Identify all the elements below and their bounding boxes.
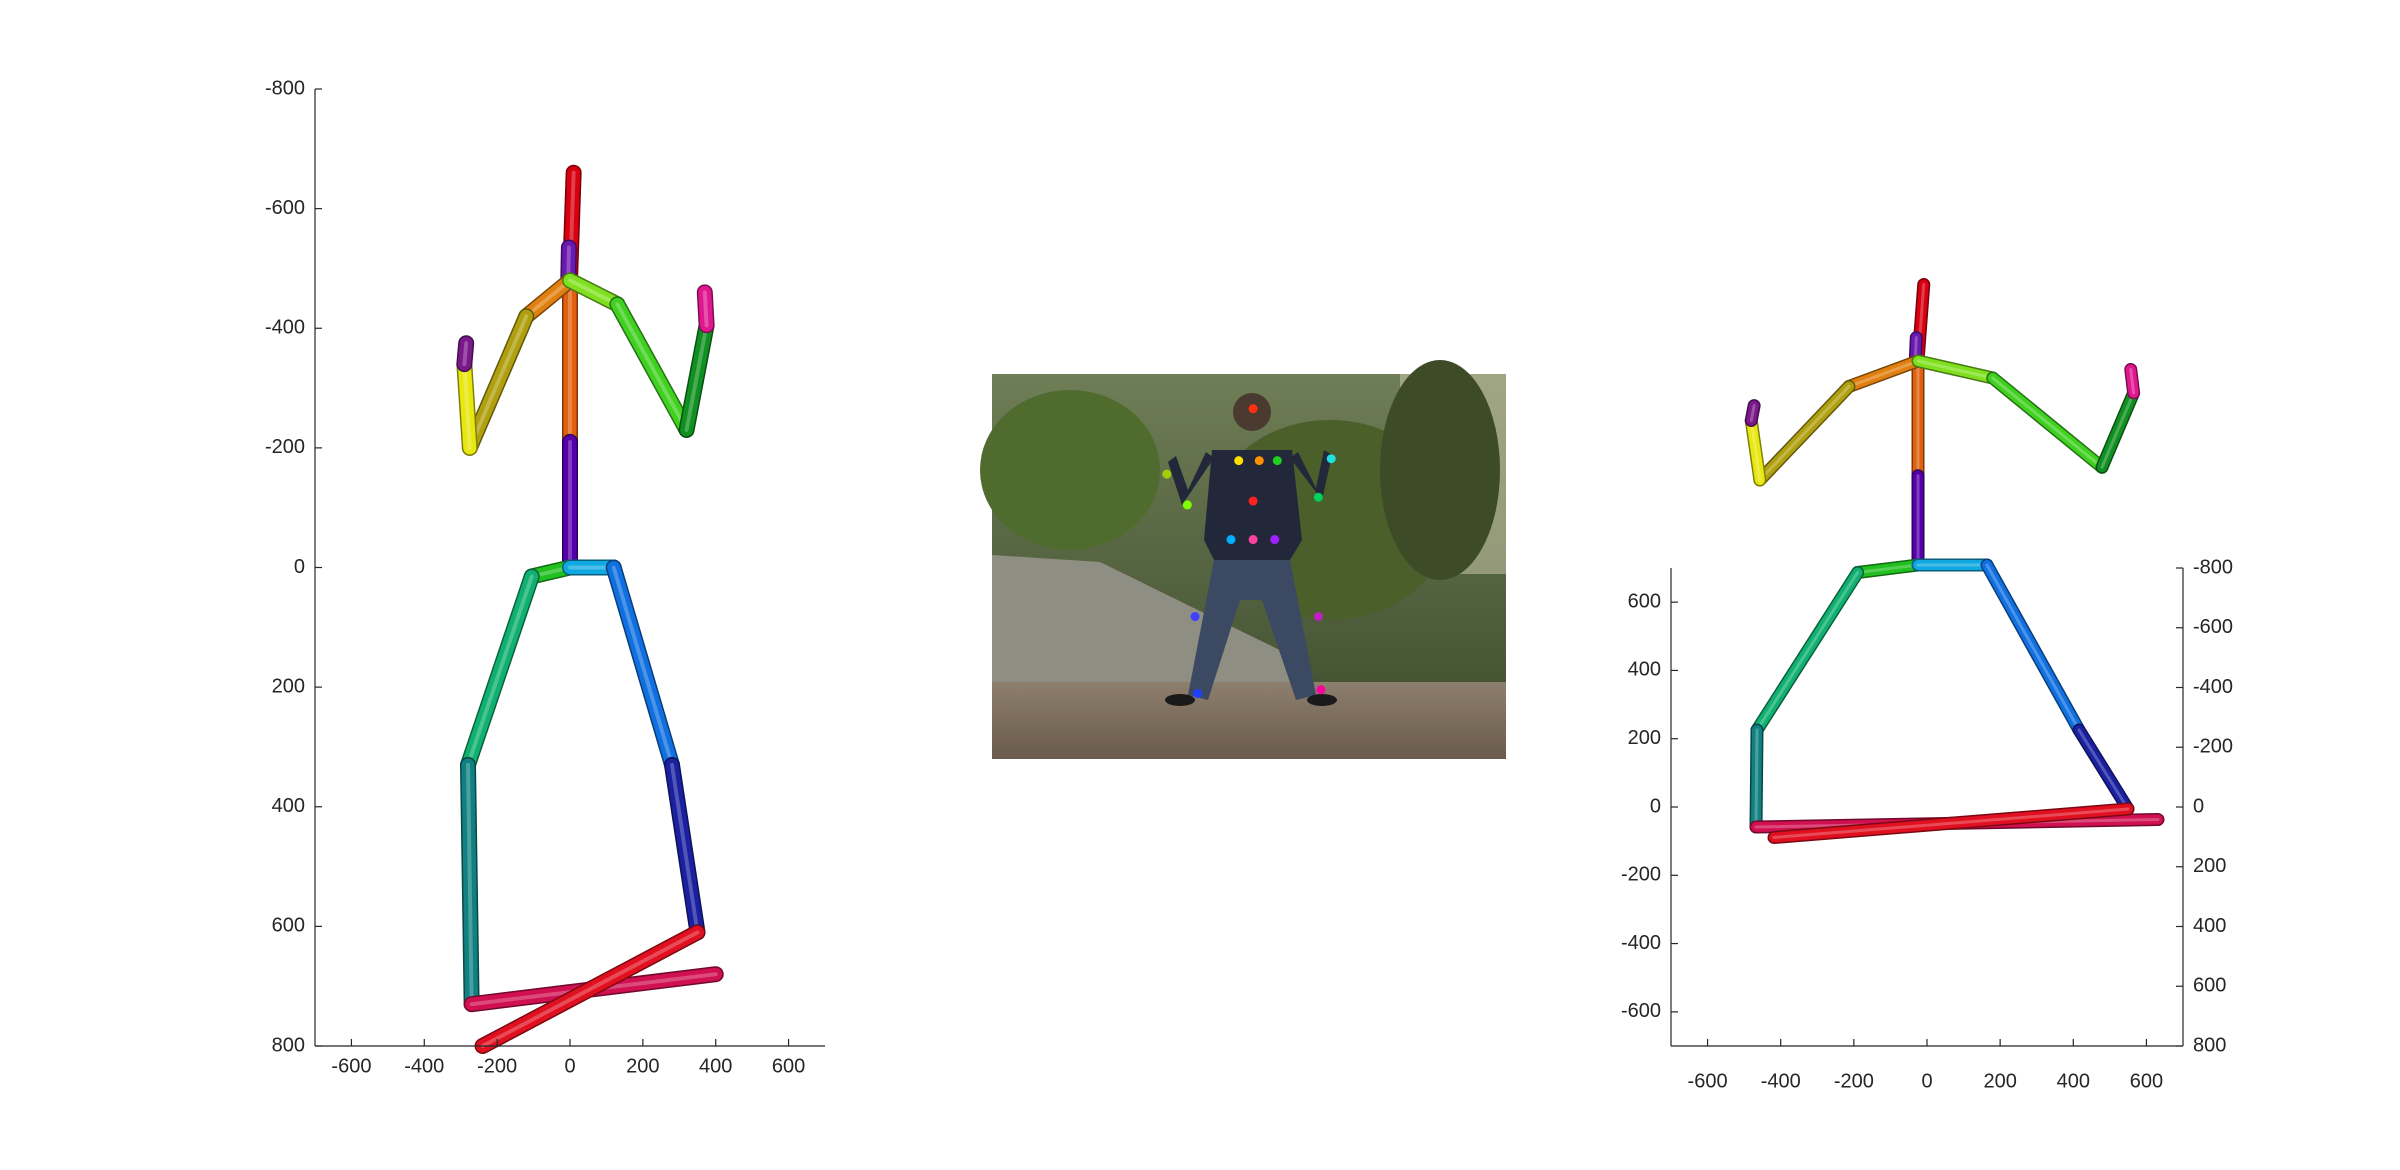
- bone-right-upper-arm: [1753, 380, 1856, 487]
- x-tick-label: 600: [2130, 1070, 2163, 1092]
- z-tick-label: 600: [2193, 975, 2226, 997]
- keypoint: [1182, 500, 1192, 510]
- y-tick-label: -200: [1621, 864, 1661, 886]
- keypoint: [1193, 689, 1203, 699]
- bone-right-thigh: [460, 568, 540, 773]
- z-tick-label: 0: [2193, 795, 2204, 817]
- y-tick-label: 0: [1650, 795, 1661, 817]
- bone-right-thigh: [1750, 566, 1865, 737]
- keypoint: [1248, 535, 1258, 545]
- keypoint: [1254, 456, 1264, 466]
- photo-foliage: [980, 390, 1160, 550]
- bone-left-shoulder: [562, 272, 626, 313]
- keypoint: [1313, 612, 1323, 622]
- bone-left-thigh: [605, 559, 680, 773]
- bone-left-hand: [696, 284, 715, 334]
- y-axis-ticks: -800 -600 -400 -200 0 200 400 600 800: [265, 77, 322, 1056]
- oblique-skeleton: [1744, 278, 2165, 844]
- z-axis-ticks: -800 -600 -400 -200 0 200 400 600 800: [2176, 556, 2233, 1056]
- bone-right-shoulder: [1842, 354, 1925, 393]
- bone-right-shoulder: [518, 272, 578, 325]
- x-tick-label: 200: [1983, 1070, 2016, 1092]
- bone-left-thigh: [1980, 558, 2086, 737]
- bone-left-upper-arm: [1986, 371, 2109, 474]
- y-tick-label: 200: [272, 675, 305, 697]
- bone-left-shoulder: [1911, 354, 2000, 385]
- keypoint: [1316, 685, 1326, 695]
- bone-left-upper-arm: [609, 296, 695, 438]
- y-tick-label: 800: [272, 1034, 305, 1056]
- bone-right-forearm: [456, 356, 478, 456]
- front-view-axes: -600 -400 -200 0 200 400 600 -800 -600 -400 -200 0…: [265, 77, 825, 1077]
- y-tick-label: -800: [265, 77, 305, 99]
- z-tick-label: -800: [2193, 556, 2233, 578]
- keypoint: [1248, 404, 1258, 414]
- photo-foliage: [1380, 360, 1500, 580]
- x-tick-label: 0: [564, 1055, 575, 1077]
- x-tick-label: 400: [699, 1055, 732, 1077]
- bone-left-shin: [664, 756, 706, 941]
- y-tick-label: -400: [1621, 932, 1661, 954]
- y-tick-label: 0: [294, 556, 305, 578]
- bone-right-hand: [1744, 399, 1761, 427]
- z-tick-label: 200: [2193, 855, 2226, 877]
- keypoint: [1162, 469, 1172, 479]
- x-tick-label: 200: [626, 1055, 659, 1077]
- bone-right-upper-arm: [461, 308, 535, 456]
- y-tick-label: -600: [1621, 1000, 1661, 1022]
- y-axis-ticks: -600 -400 -200 0 200 400 600: [1621, 590, 1678, 1022]
- bone-left-forearm: [678, 317, 715, 438]
- x-axis-ticks: -600 -400 -200 0 200 400 600: [331, 1039, 805, 1077]
- x-tick-label: 0: [1921, 1070, 1932, 1092]
- keypoint: [1326, 454, 1336, 464]
- x-tick-label: -200: [477, 1055, 517, 1077]
- y-tick-label: 400: [1628, 659, 1661, 681]
- y-tick-label: 600: [1628, 590, 1661, 612]
- bone-left-shin: [2072, 723, 2135, 816]
- z-tick-label: -400: [2193, 676, 2233, 698]
- keypoint: [1270, 535, 1280, 545]
- z-tick-label: 400: [2193, 915, 2226, 937]
- y-tick-label: -200: [265, 436, 305, 458]
- z-tick-label: -200: [2193, 736, 2233, 758]
- x-tick-label: -400: [404, 1055, 444, 1077]
- x-tick-label: 600: [772, 1055, 805, 1077]
- x-tick-label: -600: [1688, 1070, 1728, 1092]
- bone-right-hand: [456, 335, 475, 373]
- front-skeleton: [456, 164, 724, 1054]
- bone-right-hip: [1851, 558, 1925, 579]
- bone-right-forearm: [1744, 414, 1767, 487]
- bone-left-foot: [474, 924, 706, 1054]
- x-tick-label: -200: [1834, 1070, 1874, 1092]
- z-tick-label: -600: [2193, 616, 2233, 638]
- y-tick-label: 200: [1628, 727, 1661, 749]
- oblique-view-axes: -600 -400 -200 0 200 400 600 -600 -400 -200 0 200 4…: [1621, 278, 2233, 1092]
- bone-left-forearm: [2095, 386, 2141, 474]
- bone-left-hand: [2124, 363, 2141, 400]
- keypoint: [1190, 612, 1200, 622]
- keypoint: [1234, 456, 1244, 466]
- y-tick-label: -400: [265, 317, 305, 339]
- keypoints: [1162, 404, 1336, 699]
- x-tick-label: -400: [1761, 1070, 1801, 1092]
- bone-left-foot: [1767, 802, 2135, 844]
- photo-stone-wall: [992, 555, 1300, 700]
- x-tick-label: 400: [2057, 1070, 2090, 1092]
- y-tick-label: -600: [265, 197, 305, 219]
- keypoint: [1313, 492, 1323, 502]
- bone-right-shin: [460, 756, 480, 1013]
- bone-right-shin: [1749, 723, 1764, 834]
- photo-ground: [992, 682, 1506, 759]
- x-axis-ticks: -600 -400 -200 0 200 400 600: [1688, 1039, 2163, 1092]
- keypoint: [1248, 496, 1258, 506]
- z-tick-label: 800: [2193, 1034, 2226, 1056]
- input-photo: [980, 360, 1506, 759]
- x-tick-label: -600: [331, 1055, 371, 1077]
- keypoint: [1272, 456, 1282, 466]
- y-tick-label: 600: [272, 915, 305, 937]
- keypoint: [1226, 535, 1236, 545]
- y-tick-label: 400: [272, 795, 305, 817]
